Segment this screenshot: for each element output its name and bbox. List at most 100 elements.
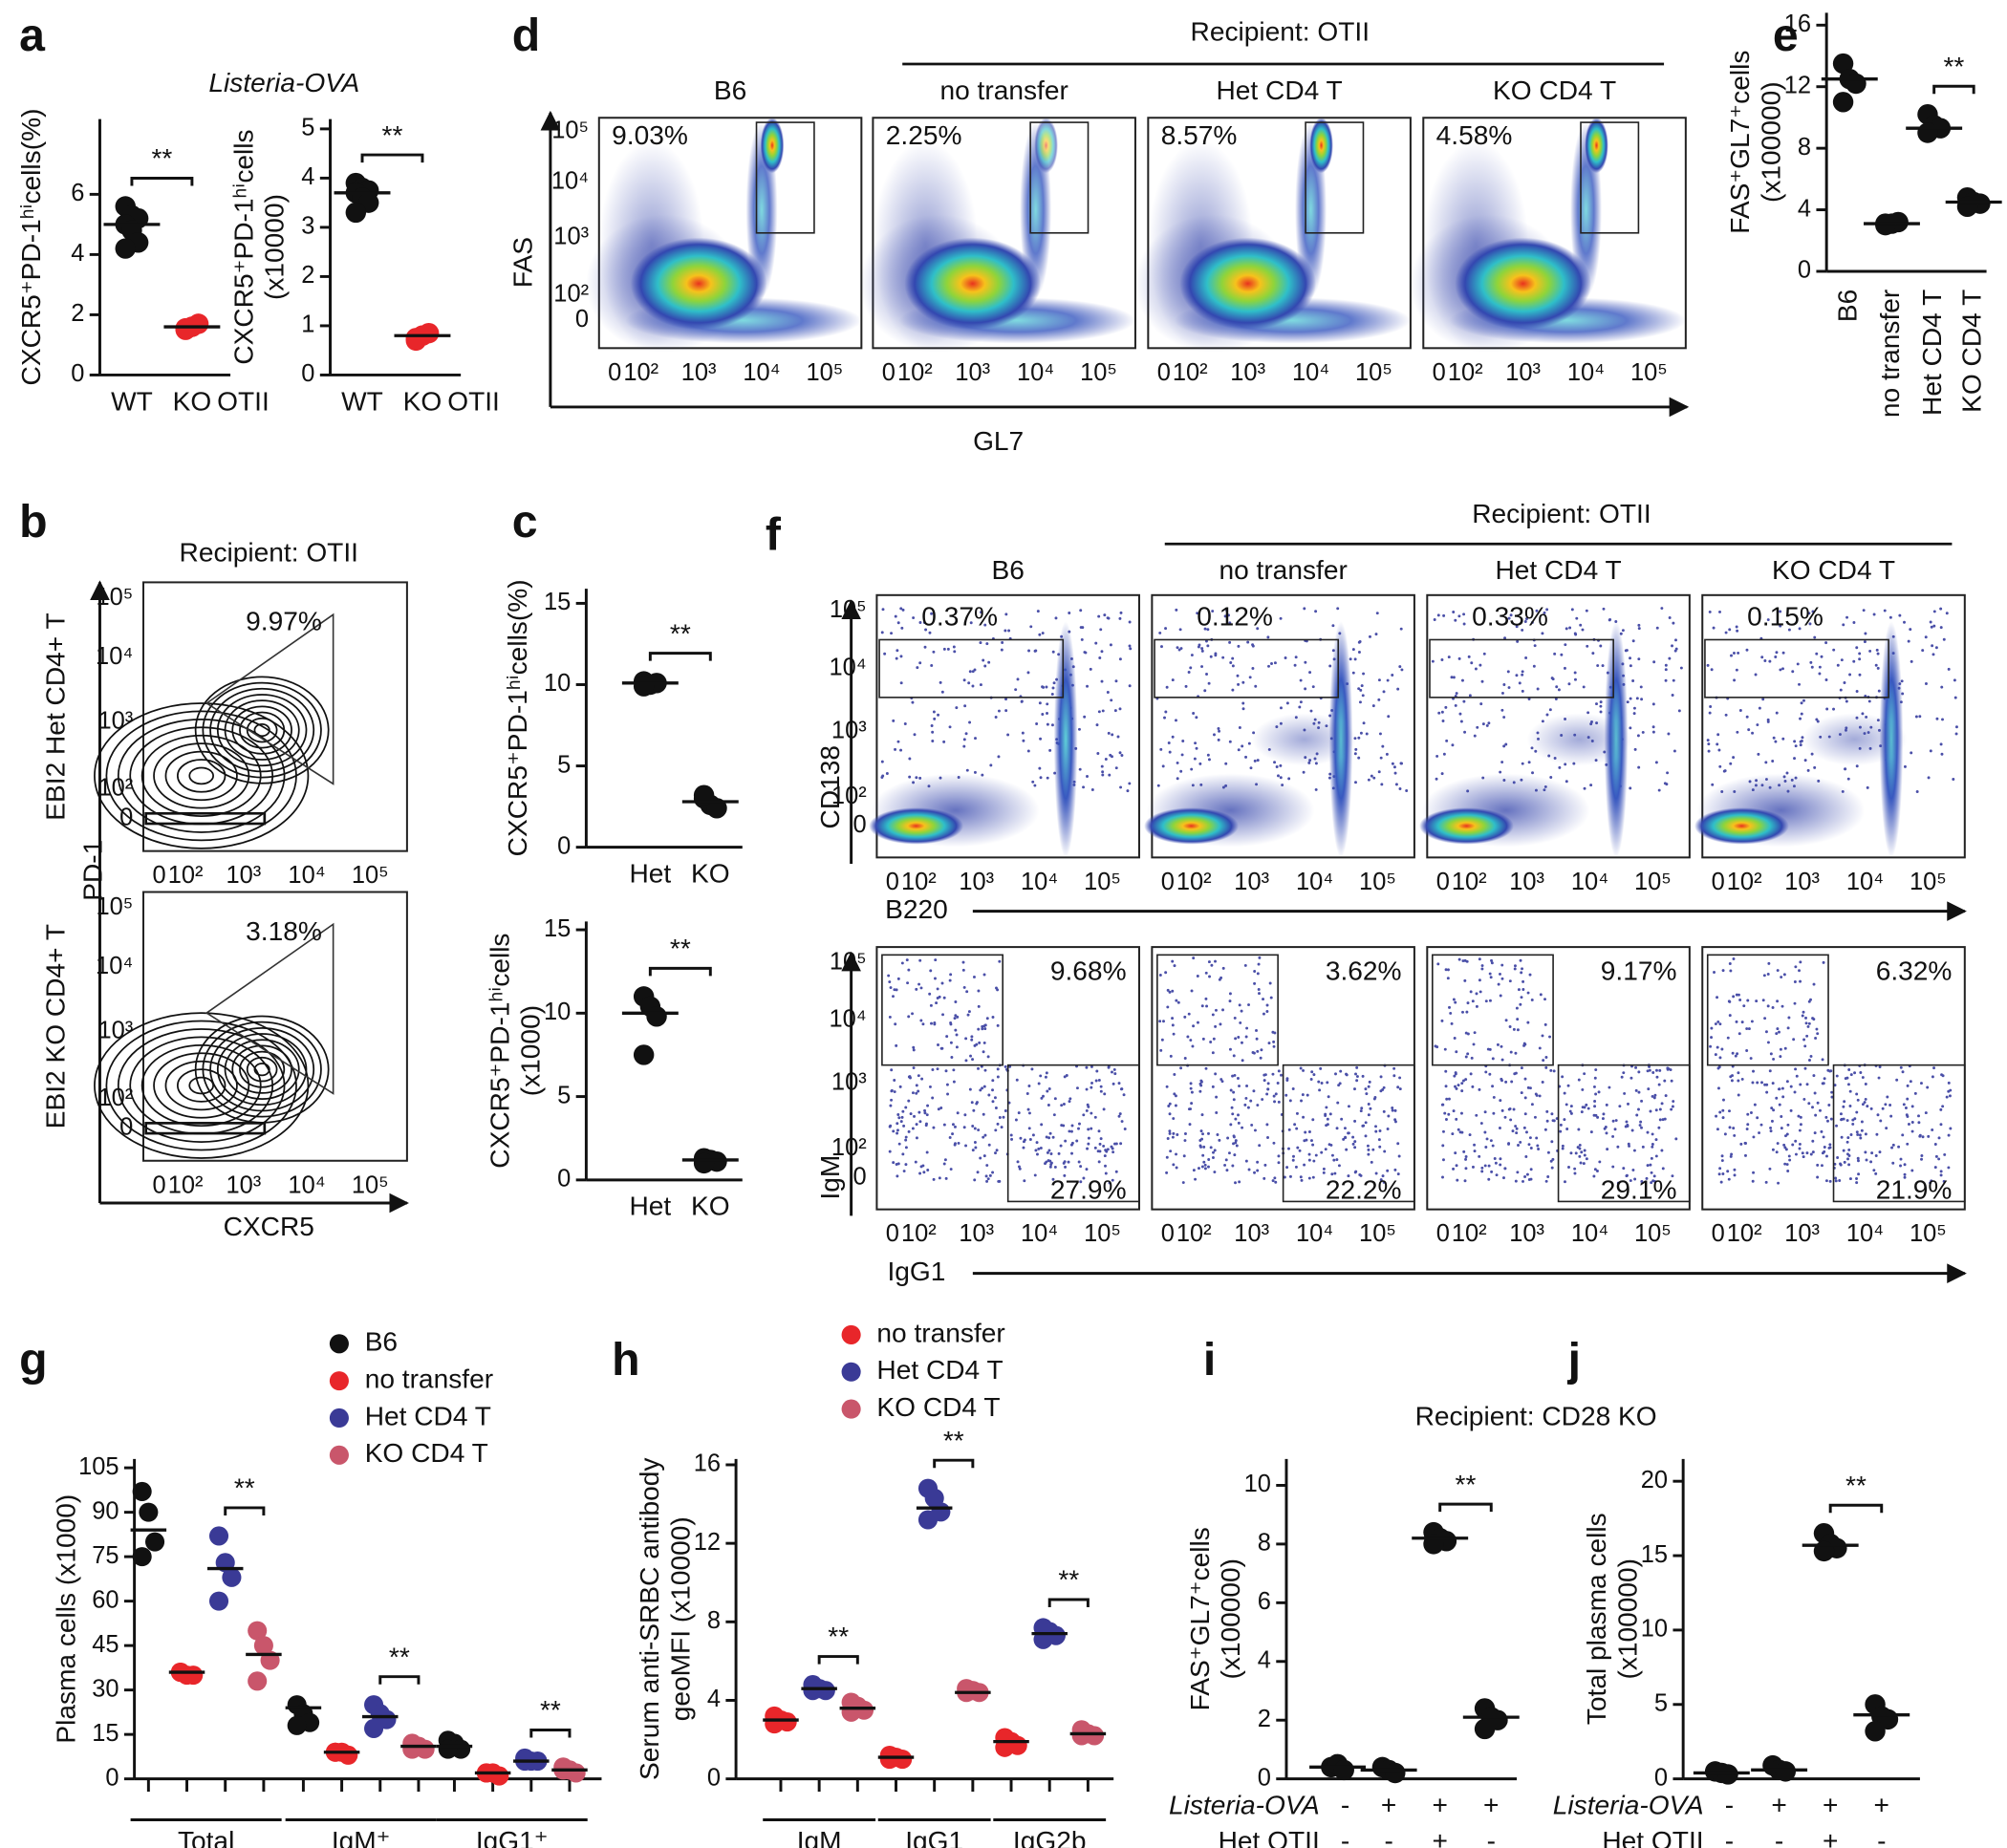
event-dot bbox=[1716, 1066, 1720, 1070]
event-dot bbox=[1057, 1151, 1061, 1155]
event-dot bbox=[1087, 1136, 1090, 1140]
event-dot bbox=[1798, 1128, 1802, 1132]
y-tick-label: 0 bbox=[301, 360, 314, 387]
event-dot bbox=[1864, 632, 1867, 635]
event-dot bbox=[1112, 1067, 1116, 1071]
event-dot bbox=[931, 739, 935, 742]
event-dot bbox=[1488, 1072, 1492, 1076]
event-dot bbox=[1299, 678, 1303, 682]
event-dot bbox=[1307, 1176, 1311, 1180]
event-dot bbox=[1855, 1092, 1859, 1096]
event-dot bbox=[1529, 1168, 1533, 1171]
event-dot bbox=[1768, 1167, 1772, 1171]
event-dot bbox=[1778, 1103, 1781, 1107]
event-dot bbox=[1949, 1088, 1953, 1092]
event-dot bbox=[1307, 1152, 1311, 1156]
event-dot bbox=[1575, 616, 1579, 620]
event-dot bbox=[893, 1078, 896, 1082]
event-dot bbox=[1868, 649, 1872, 653]
event-dot bbox=[1511, 1129, 1515, 1133]
event-dot bbox=[1234, 1117, 1238, 1121]
event-dot bbox=[1171, 678, 1175, 682]
event-dot bbox=[1445, 739, 1449, 742]
event-dot bbox=[1787, 1016, 1791, 1020]
event-dot bbox=[942, 996, 946, 999]
event-dot bbox=[1087, 1105, 1090, 1108]
event-dot bbox=[925, 1150, 929, 1154]
gate-percent: 4.58% bbox=[1436, 120, 1513, 150]
event-dot bbox=[1500, 1108, 1504, 1112]
event-dot bbox=[894, 1022, 897, 1026]
event-dot bbox=[1187, 1012, 1191, 1016]
event-dot bbox=[1838, 1179, 1842, 1182]
event-dot bbox=[1251, 666, 1255, 670]
y-tick-label: 4 bbox=[301, 163, 314, 190]
event-dot bbox=[1247, 1003, 1251, 1007]
event-dot bbox=[1398, 787, 1402, 790]
event-dot bbox=[1840, 658, 1844, 662]
event-dot bbox=[1864, 1132, 1867, 1136]
event-dot bbox=[1041, 713, 1045, 716]
event-dot bbox=[1279, 776, 1283, 780]
event-dot bbox=[952, 1068, 956, 1072]
event-dot bbox=[906, 981, 910, 985]
event-dot bbox=[993, 1096, 997, 1100]
y-axis-label: FAS⁺GL7⁺cells bbox=[1725, 51, 1755, 234]
event-dot bbox=[1733, 1133, 1737, 1137]
event-dot bbox=[1173, 964, 1176, 968]
y-tick-label: 10⁵ bbox=[96, 584, 133, 611]
event-dot bbox=[1858, 657, 1862, 661]
event-dot bbox=[1828, 1143, 1832, 1147]
gate bbox=[1154, 638, 1340, 698]
significance-label: ** bbox=[670, 934, 691, 963]
event-dot bbox=[937, 1043, 939, 1046]
event-dot bbox=[1111, 1070, 1113, 1074]
event-dot bbox=[1279, 706, 1283, 710]
event-dot bbox=[1522, 1042, 1526, 1045]
event-dot bbox=[1875, 648, 1879, 652]
event-dot bbox=[1766, 972, 1770, 976]
event-dot bbox=[1526, 1085, 1530, 1089]
event-dot bbox=[1895, 1078, 1899, 1082]
event-dot bbox=[1544, 1056, 1548, 1059]
event-dot bbox=[1551, 1157, 1555, 1161]
panel-letter: b bbox=[19, 496, 47, 548]
event-dot bbox=[1791, 1143, 1795, 1147]
event-dot bbox=[1203, 1163, 1207, 1167]
event-dot bbox=[983, 1068, 987, 1072]
event-dot bbox=[920, 1077, 924, 1081]
event-dot bbox=[1726, 1170, 1730, 1173]
event-dot bbox=[1464, 1155, 1468, 1159]
x-tick-label: 10² bbox=[623, 359, 658, 386]
event-dot bbox=[1516, 639, 1520, 643]
event-dot bbox=[1070, 1124, 1074, 1128]
event-dot bbox=[1799, 717, 1802, 720]
event-dot bbox=[1738, 709, 1742, 712]
event-dot bbox=[1480, 964, 1484, 968]
x-tick-label: Het bbox=[629, 1192, 671, 1221]
event-dot bbox=[1803, 1044, 1807, 1048]
y-tick-label: 8 bbox=[707, 1607, 721, 1634]
event-dot bbox=[1645, 1176, 1649, 1180]
significance-label: ** bbox=[670, 618, 691, 648]
event-dot bbox=[1768, 659, 1772, 663]
event-dot bbox=[1503, 1167, 1507, 1171]
event-dot bbox=[1516, 1028, 1520, 1032]
event-dot bbox=[943, 1158, 947, 1162]
event-dot bbox=[912, 616, 916, 620]
event-dot bbox=[977, 1004, 981, 1008]
event-dot bbox=[1580, 1110, 1584, 1114]
event-dot bbox=[996, 988, 1000, 992]
event-dot bbox=[1906, 1142, 1910, 1146]
event-dot bbox=[1625, 1120, 1629, 1124]
event-dot bbox=[1869, 1107, 1873, 1110]
event-dot bbox=[1861, 1103, 1865, 1107]
y-tick-label: 30 bbox=[92, 1675, 119, 1702]
event-dot bbox=[1720, 1154, 1724, 1158]
event-dot bbox=[1391, 1107, 1394, 1109]
condition-sign: - bbox=[1725, 1791, 1734, 1820]
event-dot bbox=[925, 1113, 929, 1117]
event-dot bbox=[1830, 1095, 1834, 1099]
event-dot bbox=[1858, 673, 1862, 677]
significance-label: ** bbox=[1456, 1470, 1477, 1499]
